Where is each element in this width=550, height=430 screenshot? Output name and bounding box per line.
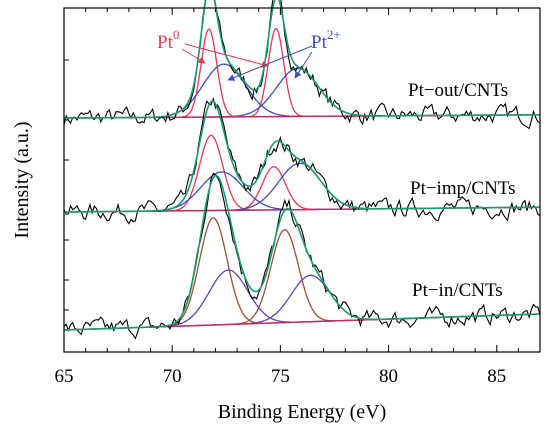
pt2-label: Pt2+ (311, 27, 341, 53)
pt2-arrow (294, 51, 313, 79)
raw-spectrum (63, 172, 541, 340)
envelope-fit (64, 174, 540, 331)
pt2-peak (150, 63, 443, 118)
envelope-fit (64, 0, 540, 119)
plot-area: Pt−out/CNTs Pt−imp/CNTs Pt−in/CNTs Pt0 Pt2+ (63, 0, 541, 340)
pt2-peak (150, 171, 443, 212)
series-label: Pt−imp/CNTs (410, 178, 515, 199)
pt0-label: Pt0 (157, 27, 179, 53)
x-tick-label: 70 (163, 366, 182, 387)
series-label: Pt−in/CNTs (412, 280, 503, 301)
x-axis: 65 70 75 80 85 (55, 8, 541, 387)
spectrum-1: Pt−out/CNTs (63, 0, 541, 130)
peak-annotations: Pt0 Pt2+ (157, 27, 341, 81)
pt0-peak (150, 229, 443, 328)
raw-spectrum (63, 0, 541, 130)
x-tick-label: 85 (487, 366, 506, 387)
y-axis-title: Intensity (a.u.) (11, 121, 33, 238)
pt0-arrow (181, 48, 206, 64)
x-tick-label: 80 (379, 366, 398, 387)
envelope-fit (64, 100, 540, 213)
spectrum-3: Pt−in/CNTs (63, 172, 541, 340)
x-tick-label: 75 (271, 366, 290, 387)
series-label: Pt−out/CNTs (408, 80, 508, 101)
spectrum-2: Pt−imp/CNTs (63, 96, 541, 225)
pt0-peak (150, 28, 443, 119)
x-tick-label: 65 (55, 366, 74, 387)
pt2-arrow (227, 45, 313, 81)
pt0-arrow (184, 43, 269, 68)
x-axis-title: Binding Energy (eV) (218, 401, 387, 423)
raw-spectrum (63, 96, 541, 225)
